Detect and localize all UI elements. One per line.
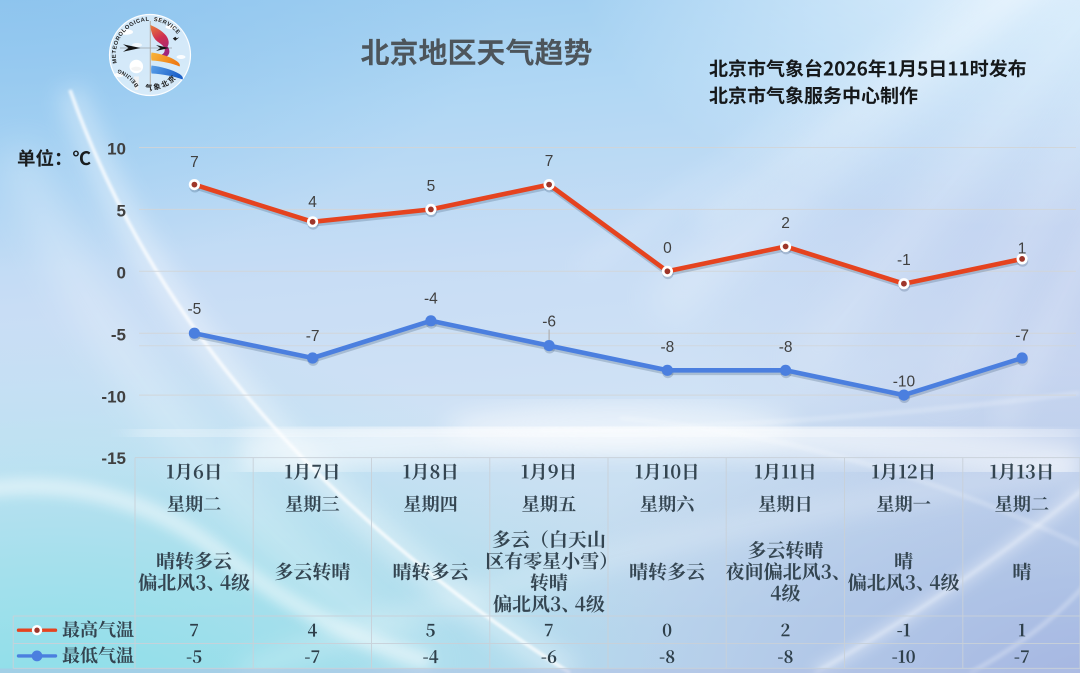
svg-text:-1: -1 (897, 252, 911, 269)
svg-text:5: 5 (117, 202, 126, 221)
svg-text:4: 4 (308, 194, 317, 211)
svg-text:-4: -4 (424, 290, 438, 307)
svg-text:-10: -10 (893, 373, 916, 390)
svg-text:1: 1 (1018, 240, 1027, 257)
svg-text:-8: -8 (779, 339, 793, 356)
svg-text:5: 5 (427, 178, 436, 195)
svg-text:-6: -6 (542, 314, 556, 331)
svg-text:2: 2 (781, 215, 790, 232)
svg-text:-5: -5 (111, 325, 126, 344)
svg-text:-10: -10 (101, 387, 126, 406)
svg-text:10: 10 (107, 140, 126, 159)
svg-text:7: 7 (190, 154, 199, 171)
svg-text:-15: -15 (101, 449, 126, 468)
svg-text:-8: -8 (661, 339, 675, 356)
svg-text:-7: -7 (306, 328, 320, 345)
svg-text:0: 0 (663, 240, 672, 257)
svg-text:-5: -5 (188, 301, 202, 318)
svg-text:7: 7 (545, 153, 554, 170)
svg-text:0: 0 (117, 264, 126, 283)
svg-text:-7: -7 (1015, 327, 1029, 344)
